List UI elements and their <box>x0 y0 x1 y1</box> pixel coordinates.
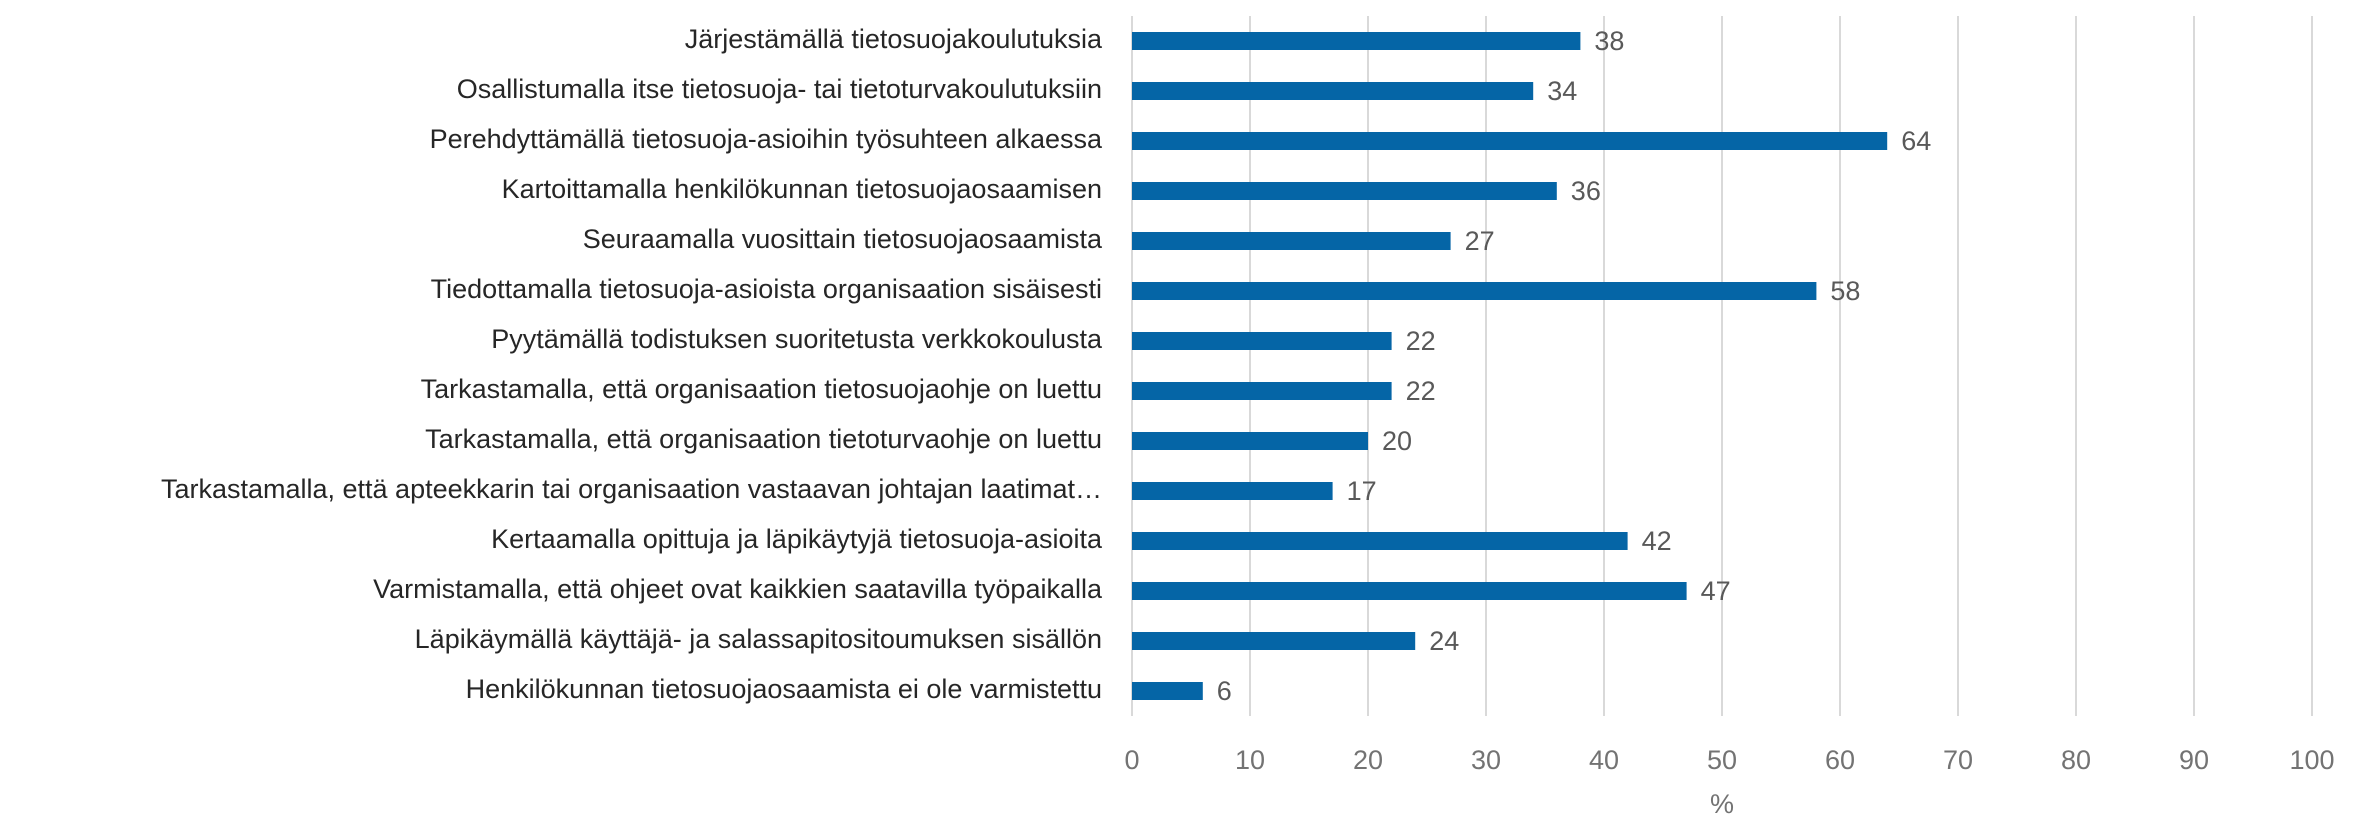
y-tick-label: Tiedottamalla tietosuoja-asioista organi… <box>431 274 1102 304</box>
x-axis-label: % <box>1710 789 1734 816</box>
value-label: 6 <box>1217 676 1232 706</box>
x-tick-label: 100 <box>2289 745 2334 775</box>
value-label: 34 <box>1547 76 1577 106</box>
x-tick-label: 20 <box>1353 745 1383 775</box>
y-tick-label: Kertaamalla opittuja ja läpikäytyjä tiet… <box>491 524 1103 554</box>
value-label: 42 <box>1642 526 1672 556</box>
x-tick-label: 80 <box>2061 745 2091 775</box>
y-tick-label: Tarkastamalla, että organisaation tietos… <box>421 374 1102 404</box>
value-label: 22 <box>1406 326 1436 356</box>
y-tick-label: Tarkastamalla, että organisaation tietot… <box>425 424 1102 454</box>
x-tick-label: 60 <box>1825 745 1855 775</box>
value-label: 47 <box>1701 576 1731 606</box>
y-tick-label: Tarkastamalla, että apteekkarin tai orga… <box>161 474 1102 504</box>
x-tick-label: 90 <box>2179 745 2209 775</box>
x-tick-label: 30 <box>1471 745 1501 775</box>
value-label: 58 <box>1830 276 1860 306</box>
x-tick-label: 70 <box>1943 745 1973 775</box>
value-label: 20 <box>1382 426 1412 456</box>
value-label: 36 <box>1571 176 1601 206</box>
value-label: 38 <box>1594 26 1624 56</box>
y-tick-label: Pyytämällä todistuksen suoritetusta verk… <box>491 324 1103 354</box>
bar <box>1132 532 1628 550</box>
y-tick-label: Järjestämällä tietosuojakoulutuksia <box>685 24 1103 54</box>
value-label: 24 <box>1429 626 1459 656</box>
bar <box>1132 432 1368 450</box>
bar <box>1132 282 1817 300</box>
bar <box>1132 632 1416 650</box>
bar <box>1132 482 1333 500</box>
value-label: 27 <box>1465 226 1495 256</box>
bar <box>1132 132 1888 150</box>
y-tick-label: Perehdyttämällä tietosuoja-asioihin työs… <box>430 124 1103 154</box>
y-tick-label: Osallistumalla itse tietosuoja- tai tiet… <box>457 74 1102 104</box>
x-tick-label: 10 <box>1235 745 1265 775</box>
bar <box>1132 82 1534 100</box>
y-tick-label: Kartoittamalla henkilökunnan tietosuojao… <box>502 174 1102 204</box>
bar <box>1132 232 1451 250</box>
bar <box>1132 182 1557 200</box>
y-tick-label: Henkilökunnan tietosuojaosaamista ei ole… <box>466 674 1102 704</box>
value-label: 17 <box>1347 476 1377 506</box>
x-tick-label: 0 <box>1124 745 1139 775</box>
bar <box>1132 682 1203 700</box>
x-tick-label: 40 <box>1589 745 1619 775</box>
y-tick-label: Varmistamalla, että ohjeet ovat kaikkien… <box>373 574 1103 604</box>
x-tick-label: 50 <box>1707 745 1737 775</box>
value-label: 64 <box>1901 126 1931 156</box>
y-tick-label: Läpikäymällä käyttäjä- ja salassapitosit… <box>415 624 1102 654</box>
bar <box>1132 382 1392 400</box>
y-tick-label: Seuraamalla vuosittain tietosuojaosaamis… <box>583 224 1103 254</box>
value-label: 22 <box>1406 376 1436 406</box>
bar <box>1132 32 1581 50</box>
bar <box>1132 582 1687 600</box>
bar <box>1132 332 1392 350</box>
